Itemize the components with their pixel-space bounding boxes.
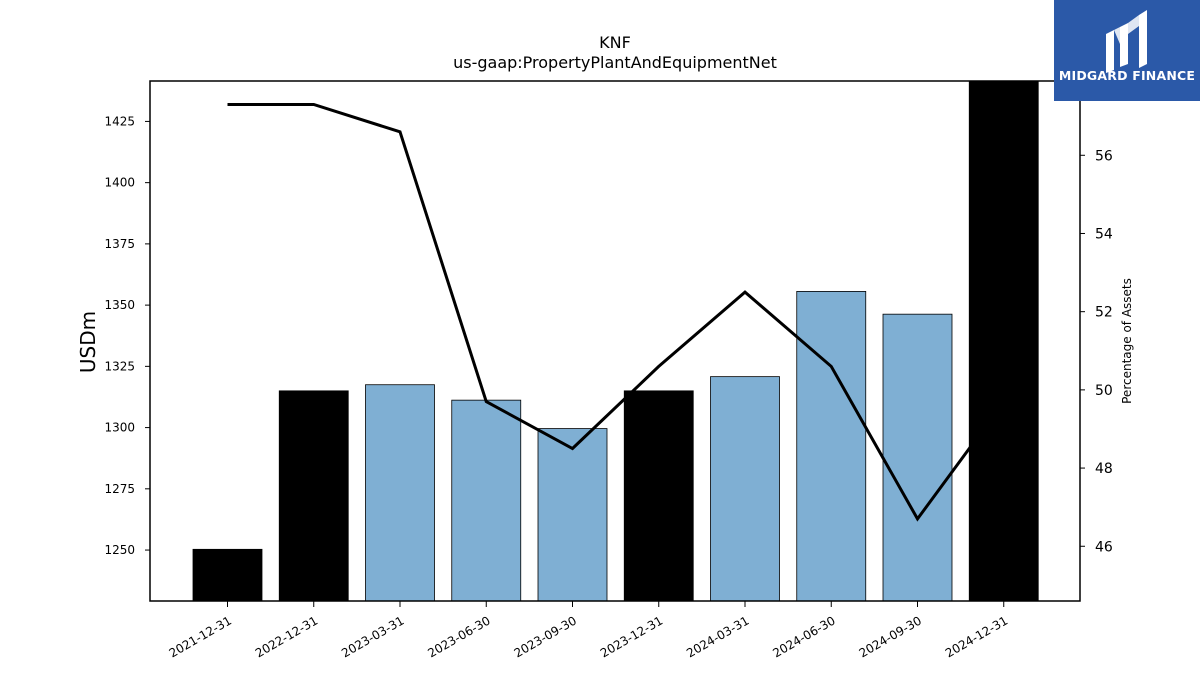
x-tick-label: 2024-03-31 (684, 613, 751, 660)
x-tick-label: 2024-12-31 (943, 613, 1010, 660)
bar (278, 390, 349, 602)
x-tick-label: 2022-12-31 (253, 613, 320, 660)
plot-frame (149, 80, 1081, 602)
x-tick-label: 2023-06-30 (425, 613, 492, 660)
y-tick-label: 1300 (104, 421, 135, 435)
chart-title: KNF (599, 33, 631, 52)
bar (796, 291, 867, 602)
y2-tick-label: 54 (1095, 226, 1113, 242)
x-tick-label: 2024-06-30 (770, 613, 837, 660)
y-tick-label: 1425 (104, 114, 135, 128)
x-tick-label: 2023-12-31 (598, 613, 665, 660)
x-tick-label: 2024-09-30 (857, 613, 924, 660)
bar (192, 548, 263, 602)
bar (365, 384, 435, 602)
bar (451, 399, 522, 602)
chart-subtitle: us-gaap:PropertyPlantAndEquipmentNet (453, 53, 777, 72)
y-tick-label: 1375 (104, 237, 135, 251)
y2-tick-label: 46 (1095, 539, 1113, 555)
y2-tick-label: 48 (1095, 461, 1113, 477)
x-tick-label: 2023-09-30 (512, 613, 579, 660)
brand-name: MIDGARD FINANCE (1058, 68, 1196, 83)
y-tick-label: 1350 (104, 298, 135, 312)
bar (623, 390, 694, 602)
y-axis-label: USDm (76, 311, 100, 373)
y-tick-label: 1275 (104, 482, 135, 496)
midgard-finance-logo: MIDGARD FINANCE (1054, 0, 1200, 101)
y2-tick-label: 56 (1095, 148, 1113, 164)
y2-tick-label: 50 (1095, 383, 1113, 399)
y2-tick-label: 52 (1095, 305, 1113, 321)
x-tick-label: 2021-12-31 (167, 613, 234, 660)
y-tick-label: 1250 (104, 543, 135, 557)
y2-axis-label: Percentage of Assets (1120, 278, 1134, 404)
bar (537, 428, 608, 602)
x-tick-label: 2023-03-31 (339, 613, 406, 660)
bar (968, 80, 1039, 602)
y-tick-label: 1400 (104, 176, 135, 190)
bar (710, 376, 780, 602)
y-tick-label: 1325 (104, 359, 135, 373)
midgard-m-logo-icon (1106, 10, 1147, 73)
bar (882, 313, 953, 602)
percentage-line (227, 102, 1005, 522)
